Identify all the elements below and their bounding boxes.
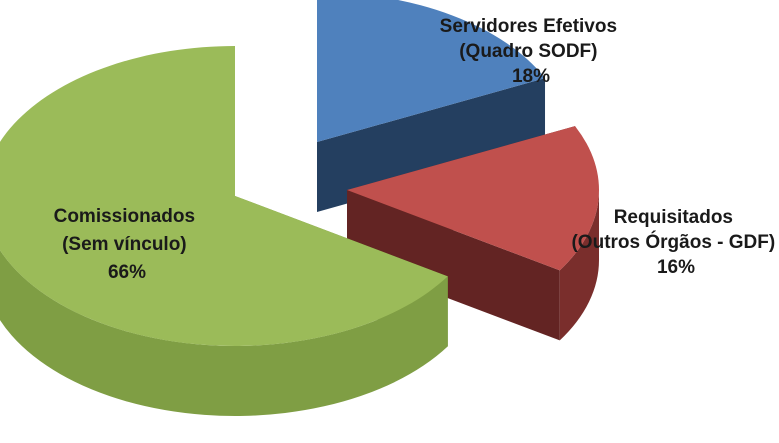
slice-label-servidores: Servidores Efetivos (Quadro SODF) 18% [440, 16, 623, 87]
slice-requisitados-rim [559, 190, 599, 341]
slice-label-requisitados: Requisitados (Outros Órgãos - GDF) 16% [571, 207, 779, 278]
slice-servidores-top [317, 0, 546, 142]
slice-comissionados-top [0, 46, 448, 346]
slice-servidores [317, 0, 546, 212]
slice-requisitados-wall-end [347, 190, 560, 341]
slice-comissionados [0, 46, 448, 416]
slice-requisitados [347, 126, 600, 341]
slice-label-comissionados: Comissionados (Sem vínculo) 66% [54, 206, 201, 283]
pie-slices [0, 0, 600, 416]
slice-comissionados-rim [0, 250, 448, 416]
slice-requisitados-top [347, 126, 600, 271]
pie-labels: Servidores Efetivos (Quadro SODF) 18% Re… [54, 16, 779, 283]
slice-servidores-wall-end [317, 78, 546, 212]
